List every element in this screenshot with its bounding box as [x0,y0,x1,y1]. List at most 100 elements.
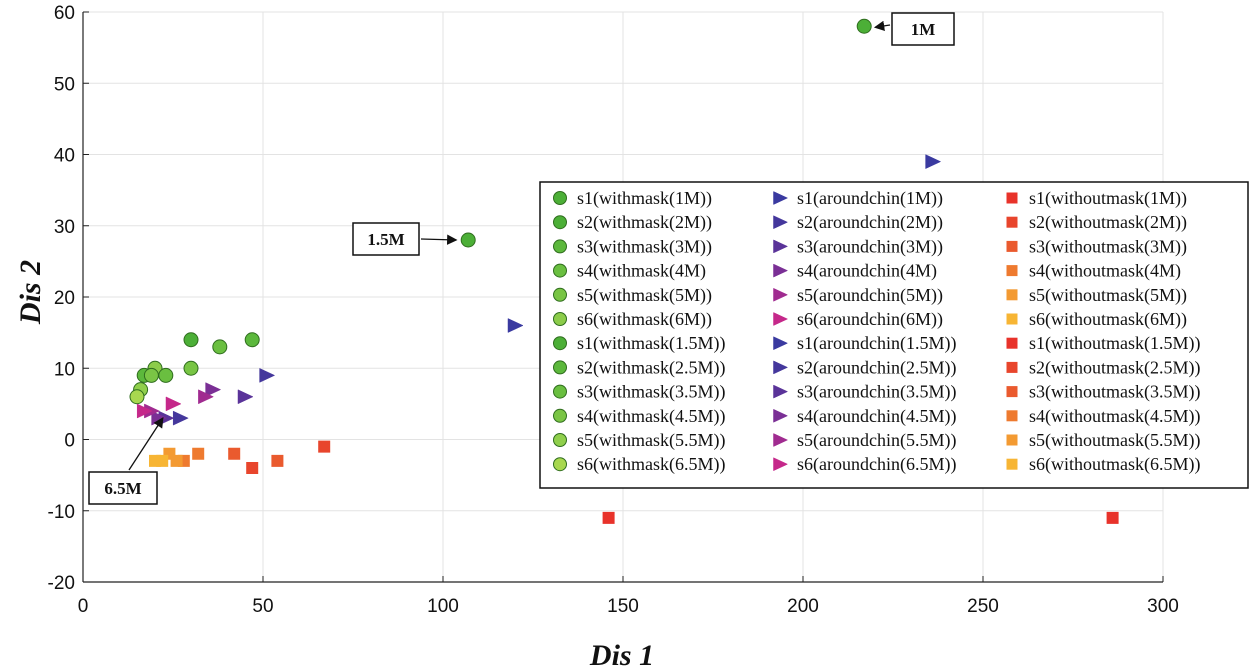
legend-label: s6(withmask(6M)) [577,309,712,330]
x-axis-title: Dis 1 [589,639,654,670]
legend-marker [1006,313,1018,325]
legend-label: s4(aroundchin(4.5M)) [797,406,956,427]
legend-label: s5(withmask(5M)) [577,285,712,306]
legend-label: s2(withoutmask(2.5M)) [1029,357,1200,378]
legend-label: s2(withoutmask(2M)) [1029,212,1187,233]
legend-label: s1(aroundchin(1M)) [797,188,943,209]
legend-label: s4(aroundchin(4M) [797,261,937,282]
callout-label: 1M [911,20,936,39]
legend-label: s1(withmask(1.5M)) [577,333,725,354]
legend-marker [773,457,789,472]
legend-label: s3(withoutmask(3M)) [1029,236,1187,257]
aroundchin-point [925,154,942,170]
legend-box [539,181,1249,489]
withmask-point [244,332,260,348]
legend-item: s2(withoutmask(2.5M)) [1006,357,1200,378]
aroundchin-point [198,389,214,405]
legend-item: s5(aroundchin(5.5M)) [773,430,956,451]
callout-arrow [873,20,891,32]
legend-item: s3(withmask(3.5M)) [553,382,725,403]
legend-label: s6(aroundchin(6M)) [797,309,943,330]
legend-item: s1(withmask(1M)) [553,188,712,209]
legend-label: s4(withmask(4.5M)) [577,406,725,427]
legend-marker [553,312,567,326]
withoutmask-point [228,447,241,460]
legend-marker [773,336,789,351]
withoutmask-point [246,462,259,474]
callout-arrow [420,234,458,245]
legend-item: s5(withoutmask(5.5M)) [1006,430,1200,451]
withoutmask-point [156,454,169,467]
legend-label: s5(aroundchin(5.5M)) [797,430,956,451]
legend-item: s4(aroundchin(4.5M)) [773,406,956,427]
legend-item: s3(aroundchin(3M)) [773,236,943,257]
legend-item: s6(withoutmask(6M)) [1006,309,1187,330]
legend-item: s2(withmask(2.5M)) [553,357,725,378]
withmask-point [460,232,476,248]
legend-label: s6(withoutmask(6M)) [1029,309,1187,330]
marker-layer [129,18,1119,524]
legend-label: s6(withoutmask(6.5M)) [1029,454,1200,475]
callout-arrow [128,417,164,471]
callout-box [88,471,158,505]
callout-box [352,222,420,256]
legend-marker [553,384,567,399]
legend-marker [773,312,789,326]
legend-label: s6(withmask(6.5M)) [577,454,725,475]
aroundchin-point [259,367,276,383]
y-tick-label: 10 [54,359,75,380]
legend-item: s5(withmask(5.5M)) [553,430,725,451]
legend-marker [773,408,789,423]
legend-label: s1(aroundchin(1.5M)) [797,333,956,354]
annotation-layer: 1M 1.5M 6.5M [88,12,955,505]
legend-marker [553,360,567,375]
aroundchin-point [136,403,153,419]
legend-marker [553,408,567,423]
legend-marker [553,433,567,447]
aroundchin-point [205,382,222,398]
legend-item: s2(aroundchin(2M)) [773,212,943,233]
legend-marker [1006,337,1018,349]
aroundchin-point [237,389,254,405]
x-tick-label: 50 [252,596,273,617]
legend-item: s2(aroundchin(2.5M)) [773,357,956,378]
y-tick-label: 50 [54,74,75,95]
legend-marker [1006,386,1018,398]
withmask-point [143,367,159,383]
legend-label: s2(aroundchin(2M)) [797,212,943,233]
legend-item: s4(withmask(4.5M)) [553,406,725,427]
legend-marker [773,433,789,447]
x-tick-label: 150 [607,596,639,617]
legend-marker [1006,361,1018,373]
legend-marker [773,287,789,302]
legend-label: s4(withmask(4M) [577,261,706,282]
callout-6-5m: 6.5M [88,417,164,505]
withoutmask-point [192,447,205,460]
legend-item: s3(aroundchin(3.5M)) [773,382,956,403]
legend-marker [553,287,567,302]
callout-box [891,12,955,46]
legend-label: s5(withmask(5.5M)) [577,430,725,451]
legend-item: s6(aroundchin(6.5M)) [773,454,956,475]
legend-item: s5(aroundchin(5M)) [773,285,943,306]
legend-marker [553,215,567,230]
legend-item: s1(withoutmask(1M)) [1006,188,1187,209]
x-tick-label: 250 [967,596,999,617]
legend-label: s3(withoutmask(3.5M)) [1029,382,1200,403]
legend-item: s4(withmask(4M) [553,261,706,282]
legend-item: s1(withmask(1.5M)) [553,333,725,354]
withmask-point [183,332,199,348]
legend-label: s6(aroundchin(6.5M)) [797,454,956,475]
legend-item: s4(withoutmask(4.5M)) [1006,406,1200,427]
axis-layer: 0 50 100 150 200 250 300 -20 -10 0 10 20 30 40 50 60 [48,3,1179,617]
legend-item: s5(withmask(5M)) [553,285,712,306]
legend-marker [1006,410,1018,422]
y-tick-label: 0 [64,431,75,452]
y-tick-label: 30 [54,217,75,238]
legend-label: s1(withoutmask(1M)) [1029,188,1187,209]
legend-marker [773,191,789,205]
y-axis-title: Dis 2 [14,260,47,325]
legend-marker [1006,192,1018,204]
legend-label: s3(aroundchin(3.5M)) [797,382,956,403]
